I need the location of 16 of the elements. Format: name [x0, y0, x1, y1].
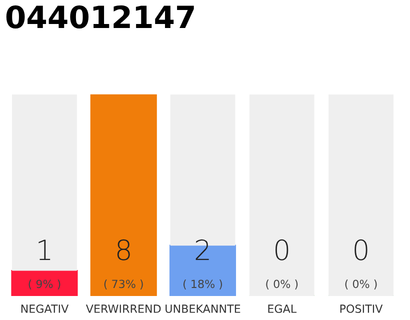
- annotation: ( 0% ): [266, 280, 298, 290]
- data-label: 2: [196, 239, 209, 260]
- data-label: 0: [354, 239, 368, 260]
- x-tick-label: POSITIV: [340, 304, 383, 313]
- x-tick-label: VERWIRREND: [86, 304, 161, 313]
- annotation: ( 9% ): [28, 280, 60, 290]
- x-tick-label: UNBEKANNTE: [166, 304, 240, 313]
- chart-title: 044012147: [6, 5, 194, 28]
- annotation: ( 0% ): [345, 280, 377, 290]
- x-tick-label: NEGATIV: [21, 304, 69, 313]
- data-label: 8: [117, 239, 130, 260]
- x-tick-label: EGAL: [268, 304, 297, 313]
- data-label: 0: [276, 239, 288, 260]
- annotation: ( 18% ): [183, 280, 222, 290]
- annotation: ( 73% ): [104, 280, 143, 290]
- data-label: 1: [38, 240, 50, 260]
